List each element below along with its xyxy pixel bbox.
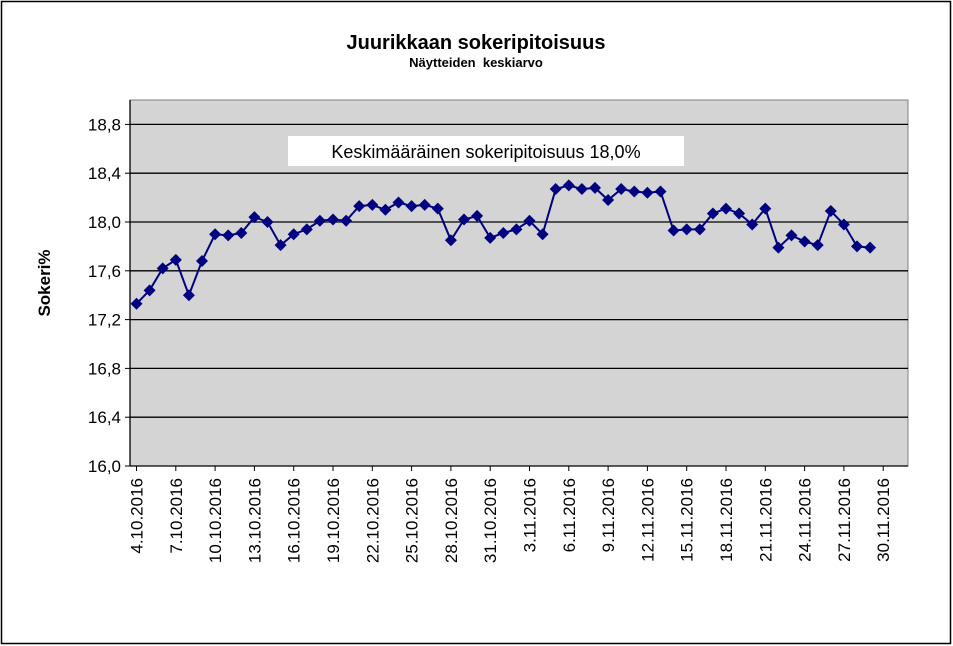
data-point (549, 183, 562, 196)
data-point (444, 234, 457, 247)
data-point (458, 213, 470, 226)
data-point (182, 289, 195, 302)
data-point (759, 202, 772, 215)
x-tick-label: 19.10.2016 (324, 478, 343, 563)
data-point (156, 262, 169, 275)
x-tick-label: 31.10.2016 (481, 478, 500, 563)
x-tick-label: 6.11.2016 (560, 478, 579, 552)
x-tick-label: 7.10.2016 (167, 478, 186, 554)
data-point (196, 255, 208, 268)
data-point (589, 181, 601, 194)
data-point (746, 218, 759, 231)
data-point (575, 183, 588, 196)
data-point (510, 223, 523, 236)
x-tick-label: 13.10.2016 (245, 478, 264, 563)
data-point (706, 207, 719, 220)
y-axis-label: Sokeri% (35, 249, 54, 316)
x-tick-label: 22.10.2016 (363, 478, 382, 563)
data-point (366, 198, 379, 211)
data-point (418, 198, 431, 211)
data-point (300, 223, 313, 236)
data-point (327, 213, 339, 226)
y-tick-label: 16,8 (88, 359, 121, 378)
x-tick-label: 24.11.2016 (796, 478, 815, 562)
data-point (798, 235, 811, 248)
data-point (811, 239, 824, 252)
x-tick-label: 3.11.2016 (521, 478, 540, 552)
data-point (340, 214, 353, 227)
data-point (772, 241, 785, 254)
data-point (536, 228, 549, 241)
x-tick-label: 21.11.2016 (756, 478, 775, 562)
data-point (497, 226, 510, 239)
data-point (654, 185, 667, 198)
data-point (287, 228, 300, 241)
data-point (313, 214, 326, 227)
data-point (837, 218, 850, 231)
y-tick-label: 18,0 (88, 213, 121, 232)
data-point (680, 223, 693, 236)
x-tick-label: 28.10.2016 (442, 478, 461, 563)
data-point (169, 253, 182, 266)
data-point (353, 200, 366, 213)
x-tick-label: 9.11.2016 (599, 478, 618, 552)
y-tick-label: 16,4 (88, 408, 121, 427)
x-tick-label: 16.10.2016 (285, 478, 304, 563)
data-point (641, 186, 654, 199)
x-tick-label: 4.10.2016 (128, 478, 147, 554)
data-point (405, 200, 418, 213)
y-tick-label: 18,4 (88, 164, 121, 183)
data-point (274, 239, 287, 252)
x-tick-label: 25.10.2016 (403, 478, 422, 563)
y-tick-label: 16,0 (88, 457, 121, 476)
data-point (471, 209, 484, 222)
data-point (261, 216, 274, 228)
data-point (222, 229, 235, 242)
data-point (484, 231, 497, 244)
x-tick-label: 15.11.2016 (678, 478, 697, 562)
data-point (209, 228, 222, 241)
x-tick-label: 30.11.2016 (874, 478, 893, 562)
data-point (235, 226, 248, 239)
data-point (785, 229, 798, 242)
data-point (562, 179, 575, 192)
y-tick-label: 18,8 (88, 115, 121, 134)
data-point (693, 223, 706, 236)
data-point (392, 196, 405, 209)
annotation-text: Keskimääräinen sokeripitoisuus 18,0% (331, 142, 640, 162)
data-point (523, 214, 536, 227)
data-point (733, 207, 746, 220)
data-point (824, 205, 837, 218)
data-point (602, 194, 615, 207)
annotation-box (288, 136, 684, 166)
data-point (379, 203, 392, 216)
data-point (667, 224, 680, 237)
data-point (851, 240, 863, 253)
data-point (431, 202, 444, 215)
x-tick-label: 10.10.2016 (206, 478, 225, 563)
data-point (864, 241, 877, 254)
chart-title: Juurikkaan sokeripitoisuus (347, 32, 606, 54)
data-point (615, 183, 628, 196)
y-tick-label: 17,2 (88, 311, 121, 330)
y-tick-label: 17,6 (88, 262, 121, 281)
x-tick-label: 12.11.2016 (638, 478, 657, 562)
data-point (130, 297, 143, 310)
data-point (628, 185, 641, 198)
data-point (143, 284, 156, 297)
chart-subtitle: Näytteiden keskiarvo (409, 55, 543, 70)
data-point (720, 202, 732, 215)
data-point (248, 211, 261, 224)
x-tick-label: 18.11.2016 (717, 478, 736, 562)
x-tick-label: 27.11.2016 (835, 478, 854, 562)
